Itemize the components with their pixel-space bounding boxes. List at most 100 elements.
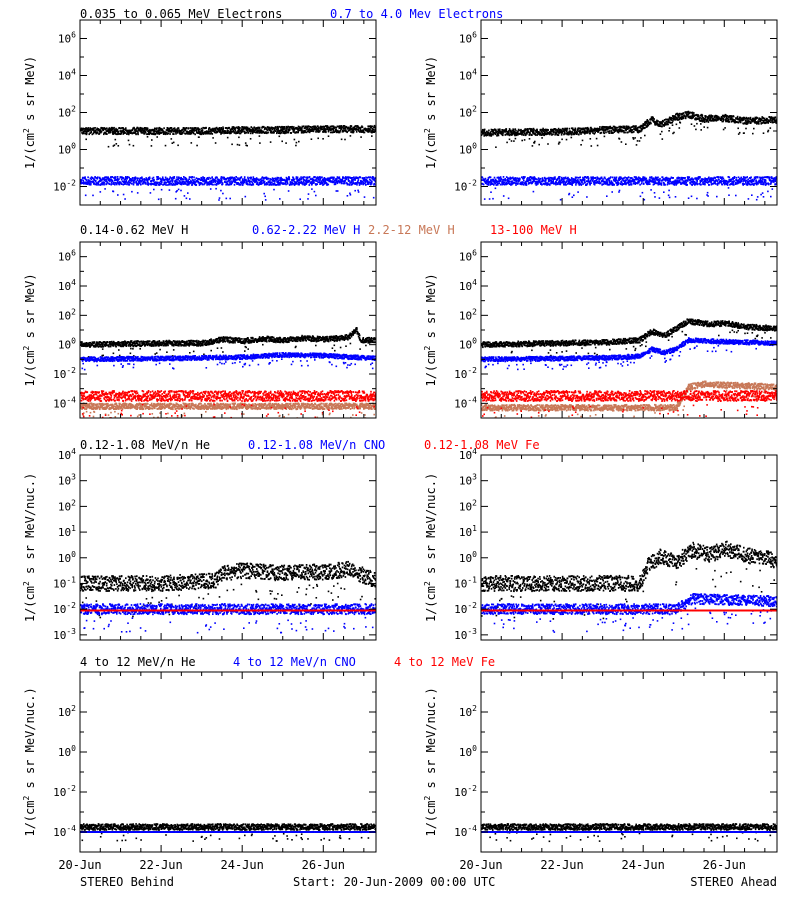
data-point (209, 132, 211, 135)
data-point (165, 181, 168, 184)
data-point (235, 176, 237, 178)
data-point (695, 182, 697, 185)
data-point (352, 131, 355, 134)
series-points (80, 176, 376, 201)
data-point (277, 127, 279, 130)
data-point (655, 121, 658, 123)
data-point (629, 179, 631, 182)
data-point (198, 178, 201, 180)
data-point (582, 176, 584, 179)
data-point (354, 189, 356, 192)
data-point (728, 180, 731, 183)
data-point (721, 120, 723, 123)
data-point (724, 182, 727, 184)
data-point (558, 178, 561, 180)
data-point (205, 179, 207, 182)
data-point (571, 184, 573, 186)
data-point (272, 127, 275, 130)
data-point (219, 179, 221, 181)
data-point (290, 181, 293, 184)
data-point (691, 114, 694, 117)
data-point (284, 127, 286, 130)
data-point (733, 119, 735, 121)
data-point (269, 131, 272, 134)
data-point (561, 132, 564, 134)
data-point (595, 137, 598, 140)
data-point (700, 117, 703, 120)
data-point (541, 132, 544, 134)
data-point (710, 181, 712, 184)
data-point (635, 182, 637, 184)
data-point (670, 119, 673, 121)
data-point (574, 127, 577, 130)
data-point (552, 180, 554, 183)
data-point (496, 134, 498, 137)
data-point (626, 181, 629, 184)
data-point (210, 183, 212, 186)
data-point (155, 128, 158, 131)
data-point (118, 181, 121, 183)
data-point (293, 180, 296, 183)
data-point (199, 132, 202, 134)
data-point (85, 181, 88, 184)
data-point (255, 177, 258, 179)
data-point (553, 178, 555, 181)
data-point (659, 177, 661, 180)
data-point (738, 131, 741, 134)
data-point (276, 130, 279, 133)
data-point (305, 183, 308, 185)
data-point (486, 183, 488, 186)
data-point (348, 184, 351, 186)
data-point (709, 177, 712, 180)
data-point (183, 130, 185, 133)
data-point (675, 183, 677, 186)
data-point (586, 132, 588, 134)
data-point (548, 176, 550, 179)
data-point (638, 126, 641, 128)
data-point (180, 183, 183, 186)
data-point (311, 182, 313, 185)
data-point (187, 192, 189, 194)
data-point (194, 133, 196, 136)
data-point (140, 183, 142, 186)
data-point (636, 140, 639, 142)
data-point (712, 179, 715, 182)
data-point (555, 181, 558, 184)
data-point (188, 131, 191, 133)
data-point (279, 132, 282, 135)
data-point (510, 134, 513, 136)
data-point (85, 127, 87, 129)
data-point (631, 131, 634, 134)
data-point (579, 130, 581, 132)
data-point (763, 119, 766, 122)
data-point (202, 176, 204, 178)
data-point (711, 119, 714, 122)
data-point (313, 126, 316, 128)
data-point (186, 130, 189, 133)
data-point (209, 180, 211, 183)
data-point (731, 115, 733, 118)
data-point (130, 131, 132, 134)
data-point (159, 182, 162, 185)
data-point (560, 133, 563, 136)
data-point (729, 115, 731, 118)
data-point (226, 132, 229, 134)
data-point (230, 180, 232, 183)
data-point (574, 178, 577, 181)
data-point (281, 178, 284, 181)
data-point (607, 130, 610, 133)
data-point (662, 120, 665, 123)
data-point (189, 182, 192, 184)
data-point (221, 128, 223, 131)
data-point (327, 179, 329, 182)
data-point (531, 134, 533, 136)
data-point (536, 131, 539, 133)
data-point (690, 195, 693, 198)
data-point (716, 117, 719, 119)
data-point (190, 180, 192, 183)
data-point (639, 177, 641, 180)
data-point (307, 198, 309, 200)
data-point (736, 115, 739, 118)
data-point (716, 184, 719, 186)
data-point (166, 128, 169, 130)
